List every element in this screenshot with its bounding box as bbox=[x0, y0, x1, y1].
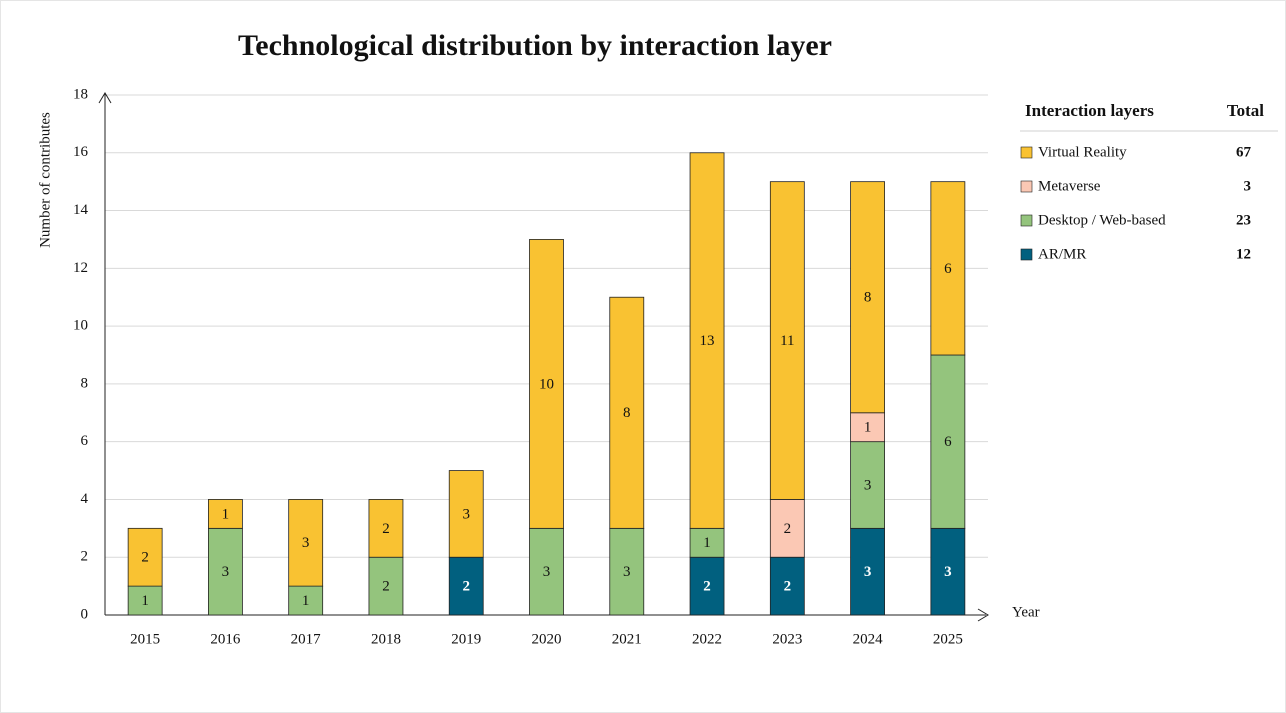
bar-segment bbox=[769, 499, 805, 558]
data-label: 6 bbox=[944, 434, 952, 450]
bar-segment bbox=[368, 556, 404, 616]
data-label: 10 bbox=[539, 376, 554, 392]
x-tick-label: 2017 bbox=[291, 631, 322, 647]
x-axis-label: Year bbox=[1012, 604, 1040, 620]
y-axis-arrow bbox=[98, 92, 112, 104]
data-label: 1 bbox=[141, 593, 149, 609]
legend-label: Desktop / Web-based bbox=[1038, 212, 1166, 228]
bar-segment bbox=[368, 499, 404, 558]
bar-segment bbox=[208, 499, 243, 529]
x-tick-label: 2024 bbox=[853, 631, 884, 647]
legend-total: 67 bbox=[1236, 144, 1252, 160]
legend-swatch bbox=[1020, 248, 1033, 261]
y-tick-label: 12 bbox=[73, 260, 88, 276]
data-label: 3 bbox=[462, 506, 470, 522]
data-label: 2 bbox=[703, 579, 711, 595]
bar-segment bbox=[689, 556, 725, 616]
legend-total: 23 bbox=[1236, 212, 1251, 228]
legend-swatch bbox=[1020, 214, 1033, 227]
data-label: 1 bbox=[222, 506, 230, 522]
x-tick-label: 2020 bbox=[532, 631, 562, 647]
data-label: 2 bbox=[382, 579, 390, 595]
x-tick-label: 2016 bbox=[210, 631, 241, 647]
y-tick-label: 16 bbox=[73, 144, 89, 160]
bar-segment bbox=[930, 527, 966, 616]
data-label: 2 bbox=[462, 579, 470, 595]
data-label: 3 bbox=[864, 477, 872, 493]
legend-total: 3 bbox=[1244, 178, 1252, 194]
x-tick-label: 2018 bbox=[371, 631, 401, 647]
y-tick-label: 2 bbox=[81, 549, 89, 565]
bar-segment bbox=[689, 152, 725, 529]
bar-segment bbox=[850, 412, 885, 443]
data-label: 8 bbox=[864, 290, 872, 306]
y-tick-label: 6 bbox=[81, 433, 89, 449]
bar-segment bbox=[850, 181, 885, 414]
data-label: 3 bbox=[302, 535, 310, 551]
bar-segment bbox=[609, 296, 645, 529]
y-tick-label: 8 bbox=[81, 375, 89, 391]
bar-segment bbox=[769, 556, 805, 616]
bar-segment bbox=[288, 585, 324, 616]
legend-swatch bbox=[1020, 146, 1033, 159]
chart-title: Technological distribution by interactio… bbox=[238, 29, 832, 62]
legend-label: Metaverse bbox=[1038, 178, 1101, 194]
data-label: 8 bbox=[623, 405, 631, 421]
bar-segment bbox=[769, 181, 805, 500]
bar-segment bbox=[448, 470, 484, 558]
y-tick-label: 10 bbox=[73, 318, 88, 334]
bar-segment bbox=[208, 527, 243, 616]
bar-segment bbox=[930, 354, 966, 529]
y-tick-label: 18 bbox=[73, 86, 88, 102]
y-tick-label: 14 bbox=[73, 202, 89, 218]
x-tick-label: 2022 bbox=[692, 631, 722, 647]
data-label: 2 bbox=[141, 550, 149, 566]
data-label: 13 bbox=[700, 333, 715, 349]
bar-segment bbox=[609, 527, 645, 616]
data-label: 11 bbox=[780, 333, 794, 349]
bar-segment bbox=[127, 527, 163, 587]
legend-label: AR/MR bbox=[1038, 246, 1086, 262]
data-label: 2 bbox=[382, 521, 390, 537]
bar-segment bbox=[529, 527, 564, 616]
data-label: 1 bbox=[302, 593, 310, 609]
legend-total-title: Total bbox=[1227, 101, 1264, 120]
bar-segment bbox=[448, 556, 484, 616]
x-tick-label: 2019 bbox=[451, 631, 481, 647]
legend-label: Virtual Reality bbox=[1038, 144, 1127, 160]
y-tick-label: 0 bbox=[81, 606, 89, 622]
legend-swatch bbox=[1020, 180, 1033, 193]
data-label: 1 bbox=[864, 420, 872, 436]
bar-segment bbox=[288, 499, 324, 587]
data-label: 3 bbox=[222, 564, 230, 580]
data-label: 3 bbox=[864, 564, 872, 580]
data-label: 2 bbox=[784, 521, 792, 537]
x-tick-label: 2015 bbox=[130, 631, 160, 647]
x-tick-label: 2025 bbox=[933, 631, 963, 647]
x-axis-arrow bbox=[977, 608, 989, 622]
legend-total: 12 bbox=[1236, 246, 1251, 262]
data-label: 3 bbox=[543, 564, 551, 580]
data-label: 3 bbox=[623, 564, 631, 580]
bar-segment bbox=[930, 181, 966, 356]
data-label: 3 bbox=[944, 564, 952, 580]
y-axis-label: Number of contributes bbox=[37, 112, 53, 248]
y-tick-label: 4 bbox=[81, 491, 89, 507]
bar-segment bbox=[850, 441, 885, 529]
bar-segment bbox=[689, 527, 725, 558]
legend-title: Interaction layers bbox=[1025, 101, 1154, 120]
bar-segment bbox=[529, 239, 564, 529]
data-label: 1 bbox=[703, 535, 711, 551]
data-label: 6 bbox=[944, 261, 952, 277]
x-tick-label: 2023 bbox=[772, 631, 802, 647]
bar-segment bbox=[127, 585, 163, 616]
x-tick-label: 2021 bbox=[612, 631, 642, 647]
data-label: 2 bbox=[784, 579, 792, 595]
